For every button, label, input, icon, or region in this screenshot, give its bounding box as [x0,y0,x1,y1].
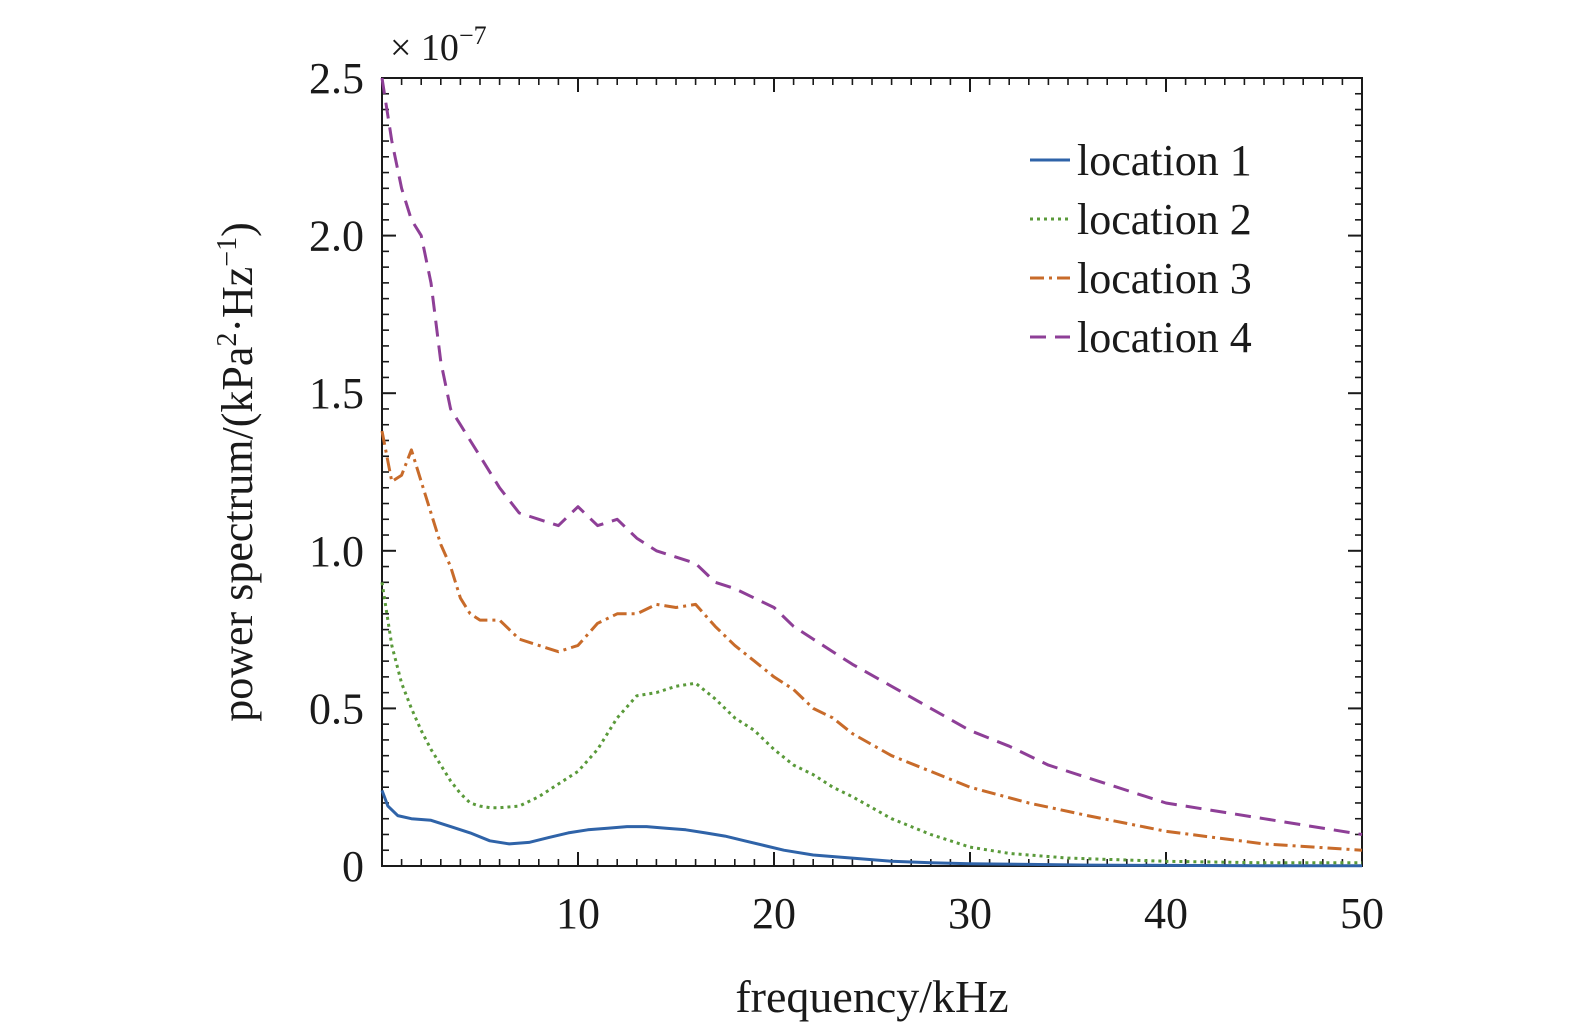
series-lines [380,77,1363,868]
legend-label-location-3: location 3 [1077,254,1252,303]
y-tick-label: 1.5 [309,369,364,418]
x-tick-label: 20 [752,889,796,938]
y-axis-label: power spectrum/(kPa2·Hz−1) [212,222,262,722]
x-tick-label: 50 [1340,889,1384,938]
x-tick-label: 40 [1144,889,1188,938]
y-multiplier: × 10−7 [390,21,487,69]
series-line-location-2 [380,582,1362,865]
y-tick-label: 2.5 [309,54,364,103]
x-tick-label: 30 [948,889,992,938]
y-tick-label: 0 [342,842,364,891]
series-line-location-3 [380,430,1363,852]
y-tick-label: 0.5 [309,684,364,733]
y-tick-label: 1.0 [309,527,364,576]
y-tick-label: 2.0 [309,212,364,261]
series-line-location-1 [380,789,1362,868]
x-tick-label: 10 [556,889,600,938]
legend: location 1 location 2 location 3 location 4 [1030,136,1252,362]
x-tick-labels: 10 20 30 40 50 [556,889,1384,938]
legend-label-location-1: location 1 [1077,136,1252,185]
series-line-location-4 [380,77,1363,836]
legend-label-location-4: location 4 [1077,313,1252,362]
legend-label-location-2: location 2 [1077,195,1252,244]
x-axis-label: frequency/kHz [735,971,1008,1022]
y-tick-labels: 0 0.5 1.0 1.5 2.0 2.5 [309,54,364,891]
